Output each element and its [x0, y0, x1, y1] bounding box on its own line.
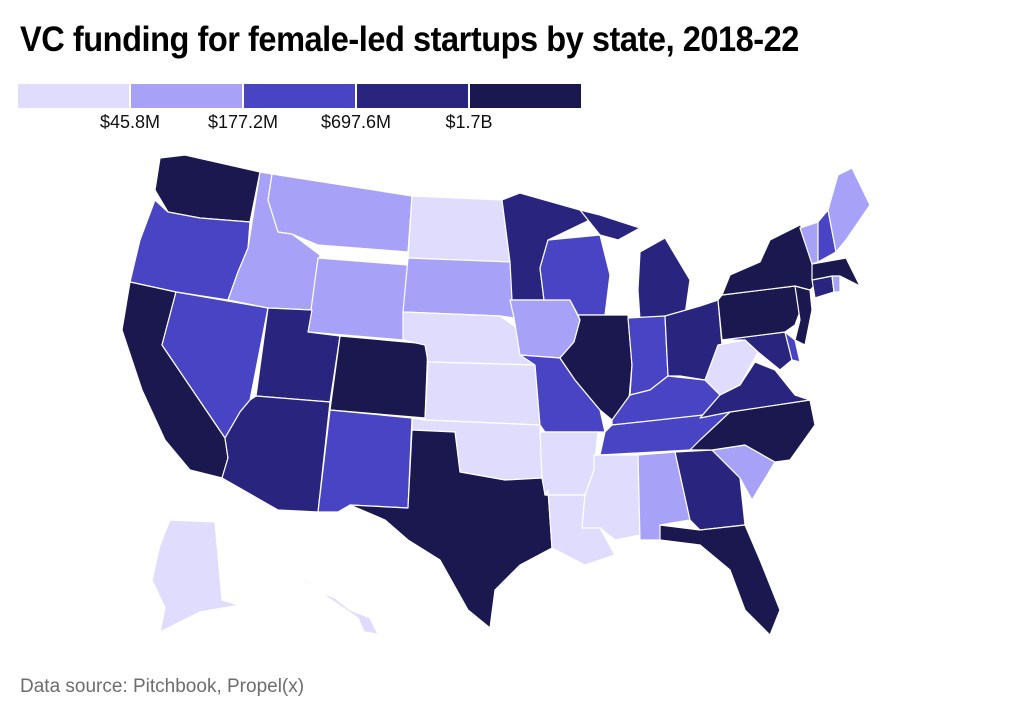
state-wy — [307, 257, 409, 341]
chart-title: VC funding for female-led startups by st… — [20, 20, 799, 59]
state-ks — [424, 361, 541, 426]
state-ma — [811, 257, 861, 287]
us-map — [121, 154, 871, 636]
state-nd — [407, 195, 511, 263]
state-tx — [349, 429, 553, 629]
data-source-note: Data source: Pitchbook, Propel(x) — [20, 676, 305, 697]
legend-threshold-0: $45.8M — [99, 112, 161, 132]
state-ri — [831, 275, 841, 293]
legend-swatch-2 — [244, 84, 355, 108]
legend-threshold-1: $177.2M — [207, 112, 279, 132]
legend — [18, 84, 583, 108]
state-sd — [402, 257, 515, 319]
legend-swatch-0 — [18, 84, 129, 108]
state-co — [329, 335, 429, 419]
state-fl — [659, 524, 781, 636]
legend-swatch-1 — [131, 84, 242, 108]
state-me — [827, 167, 871, 253]
legend-labels: $45.8M $177.2M $697.6M $1.7B — [18, 112, 588, 136]
legend-threshold-3: $1.7B — [445, 112, 493, 132]
state-ny — [721, 224, 816, 296]
state-ak — [151, 519, 269, 633]
legend-swatch-4 — [470, 84, 581, 108]
state-hi — [294, 574, 379, 635]
state-nm — [317, 409, 413, 513]
legend-threshold-2: $697.6M — [320, 112, 392, 132]
state-de — [784, 331, 801, 363]
legend-swatch-3 — [357, 84, 468, 108]
